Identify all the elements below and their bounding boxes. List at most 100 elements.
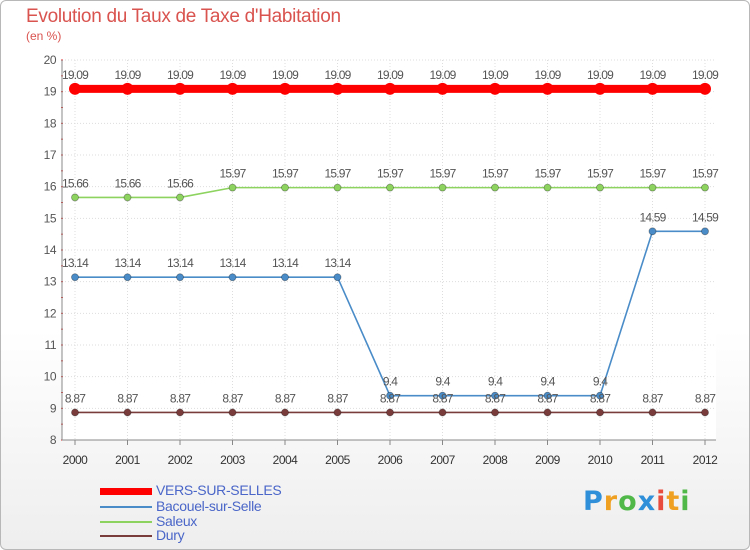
data-label: 19.09 [114,68,141,82]
data-label: 19.09 [429,68,456,82]
y-tick-label: 9 [50,401,57,415]
data-label: 9.4 [540,375,555,389]
data-point [176,408,184,417]
x-tick-label: 2006 [378,453,404,467]
y-tick-label: 8 [50,433,57,447]
data-label: 15.66 [167,176,194,190]
data-point [121,82,134,95]
data-point [436,82,449,95]
data-label: 15.97 [324,167,351,181]
data-point [281,183,289,192]
legend-label: Dury [156,527,185,543]
legend-label: Bacouel-sur-Selle [156,498,262,514]
data-label: 8.87 [117,391,138,405]
legend-swatch [100,506,152,508]
data-label: 8.87 [432,391,453,405]
y-tick-label: 10 [44,370,57,384]
data-point [386,408,394,417]
data-label: 13.14 [167,256,194,270]
data-label: 8.87 [327,391,348,405]
data-label: 15.97 [429,167,456,181]
data-point [123,193,132,202]
data-label: 15.97 [272,167,299,181]
data-point [281,408,289,417]
data-label: 8.87 [65,391,86,405]
x-tick-label: 2010 [588,453,614,467]
legend-swatch [100,488,152,495]
data-point [123,273,132,282]
proxiti-logo: Proxiti [583,486,691,517]
x-tick-label: 2005 [325,453,351,467]
data-label: 19.09 [324,68,351,82]
data-point [489,82,501,95]
data-label: 15.97 [587,167,614,181]
data-label: 13.14 [272,256,299,270]
logo-letter: x [637,486,657,517]
data-label: 9.4 [593,375,608,389]
x-tick-label: 2009 [535,453,561,467]
data-label: 14.59 [692,210,719,224]
legend-item-vers-sur-selles: VERS-SUR-SELLES [100,482,400,499]
x-tick-label: 2000 [63,453,89,467]
x-tick-label: 2007 [430,453,456,467]
legend-item-dury: Dury [100,527,400,544]
data-point [491,391,499,400]
data-point [491,183,499,192]
logo-letter: i [656,486,667,517]
data-label: 19.09 [692,68,719,82]
data-point [333,273,342,282]
y-tick-label: 19 [44,85,57,99]
data-label: 9.4 [435,375,450,389]
data-point [701,227,709,236]
data-point [279,82,291,95]
data-point [543,183,552,192]
data-label: 13.14 [114,256,141,270]
data-label: 8.87 [222,391,243,405]
legend-swatch [100,535,152,537]
data-label: 13.14 [62,256,89,270]
data-point [386,391,394,400]
data-point [386,183,394,192]
data-point [491,408,499,417]
y-tick-label: 20 [44,53,57,67]
data-point [541,82,554,95]
data-label: 15.97 [639,167,666,181]
data-label: 8.87 [170,391,191,405]
data-label: 13.14 [324,256,351,270]
data-point [596,183,604,192]
logo-letter: t [666,486,681,517]
data-point [648,408,657,417]
data-label: 15.97 [692,167,719,181]
data-point [71,408,79,417]
data-point [648,227,657,236]
data-point [71,193,79,202]
logo-letter: r [603,486,619,517]
data-point [226,82,239,95]
data-point [648,183,657,192]
chart-title: Evolution du Taux de Taxe d'Habitation [26,6,341,27]
data-point [699,82,711,95]
data-point [594,82,606,95]
data-label: 19.09 [639,68,666,82]
data-label: 8.87 [275,391,296,405]
data-point [543,391,552,400]
data-label: 19.09 [587,68,614,82]
data-point [333,408,342,417]
data-point [176,193,184,202]
data-label: 8.87 [642,391,663,405]
data-point [228,408,237,417]
data-label: 9.4 [383,375,398,389]
legend-item-saleux: Saleux [100,513,400,530]
data-point [384,82,396,95]
data-label: 19.09 [62,68,89,82]
y-tick-label: 16 [44,180,57,194]
data-label: 15.97 [219,167,246,181]
data-point [176,273,184,282]
data-label: 15.66 [62,176,89,190]
data-label: 15.97 [482,167,509,181]
data-label: 19.09 [219,68,246,82]
data-point [69,82,81,95]
data-point [281,273,289,282]
legend-swatch [100,521,152,523]
data-point [228,273,237,282]
